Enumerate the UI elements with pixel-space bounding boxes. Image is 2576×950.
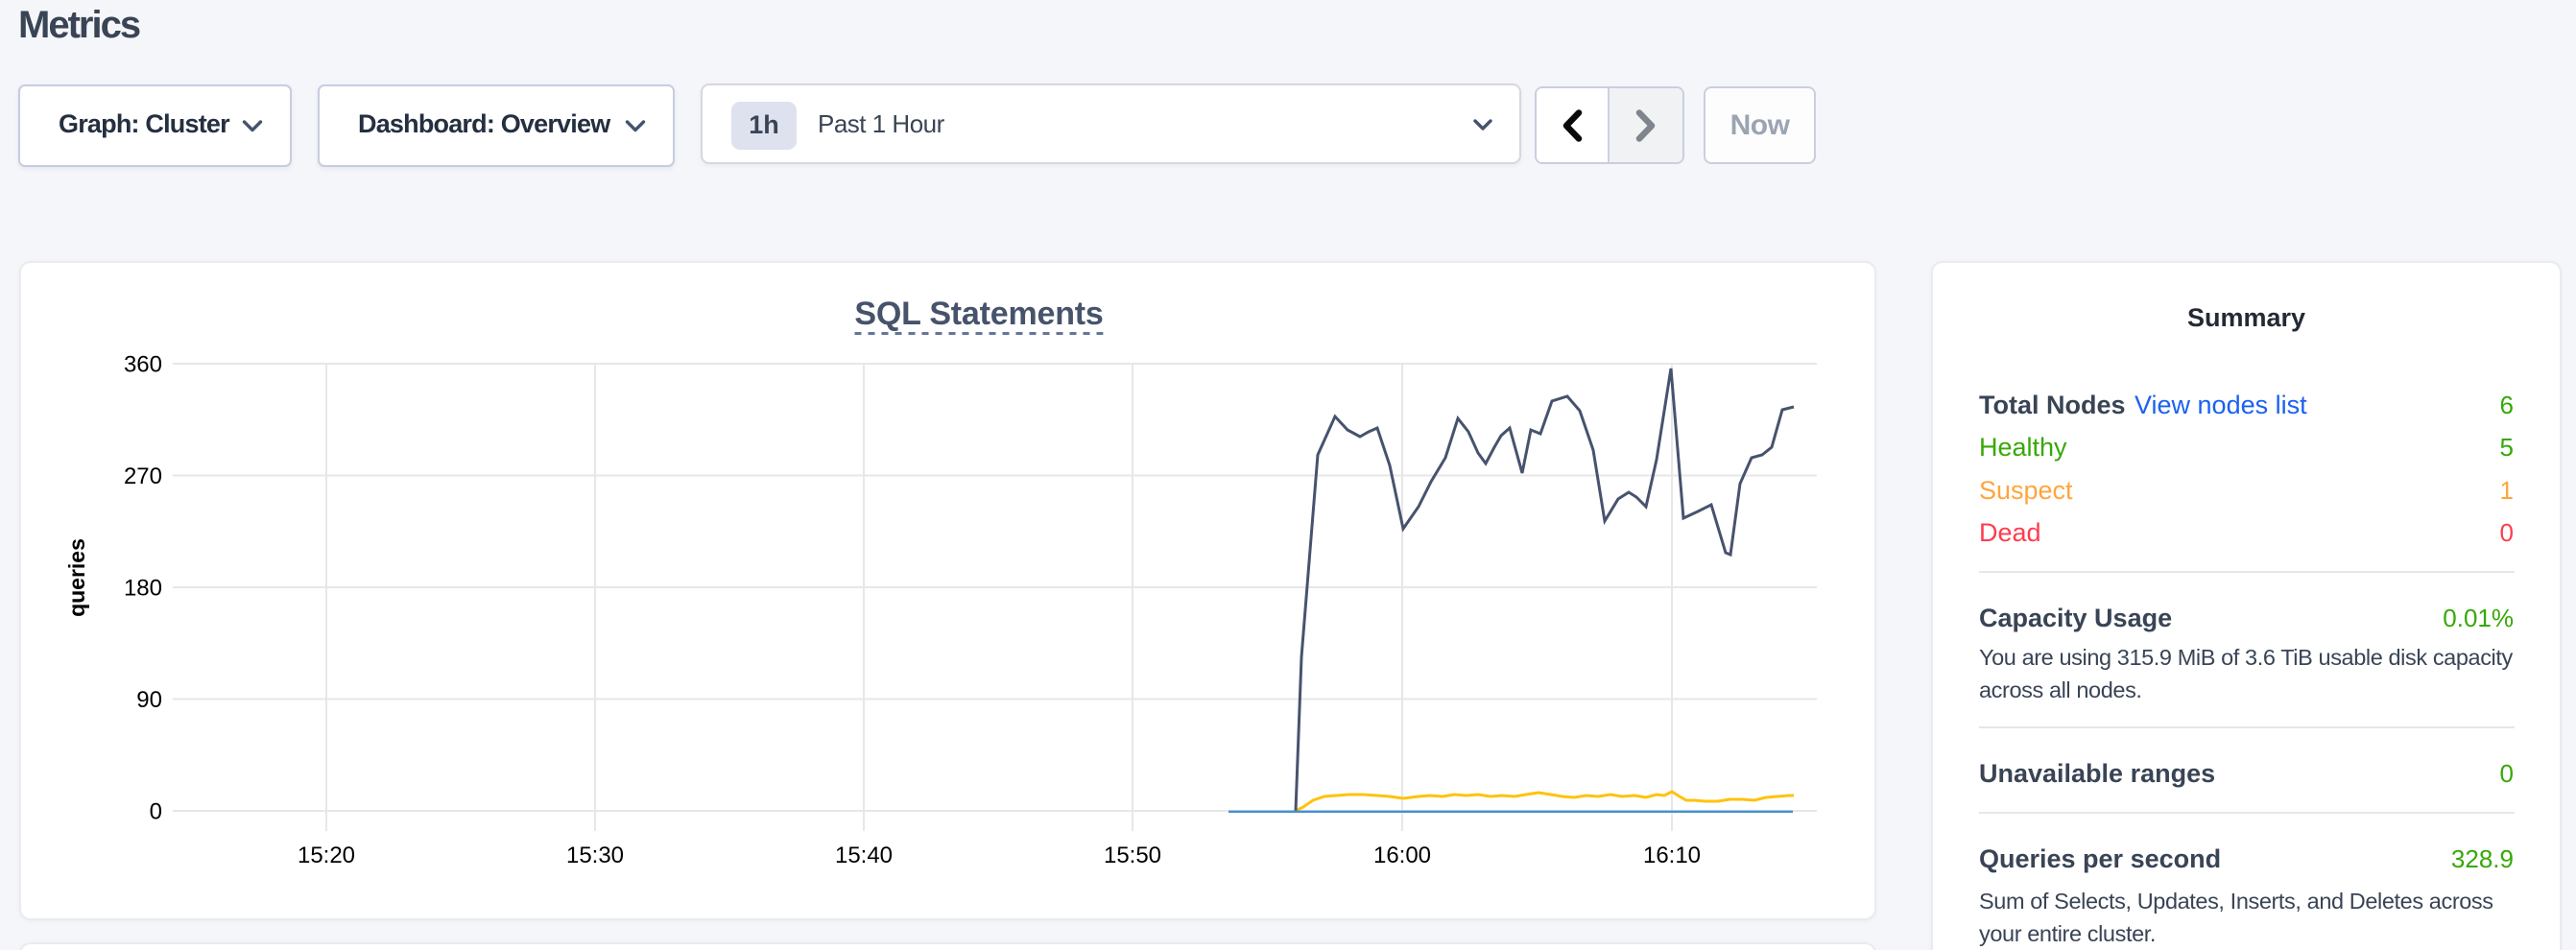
- svg-text:15:20: 15:20: [298, 843, 355, 868]
- svg-text:queries: queries: [64, 538, 89, 617]
- svg-text:360: 360: [124, 352, 162, 378]
- svg-text:16:10: 16:10: [1643, 843, 1701, 868]
- svg-text:16:00: 16:00: [1373, 843, 1431, 868]
- svg-text:270: 270: [124, 463, 162, 489]
- svg-text:90: 90: [136, 687, 162, 713]
- svg-text:15:40: 15:40: [835, 843, 893, 868]
- svg-text:180: 180: [124, 576, 162, 602]
- svg-text:15:50: 15:50: [1104, 843, 1161, 868]
- svg-text:15:30: 15:30: [566, 843, 624, 868]
- svg-text:0: 0: [150, 799, 162, 825]
